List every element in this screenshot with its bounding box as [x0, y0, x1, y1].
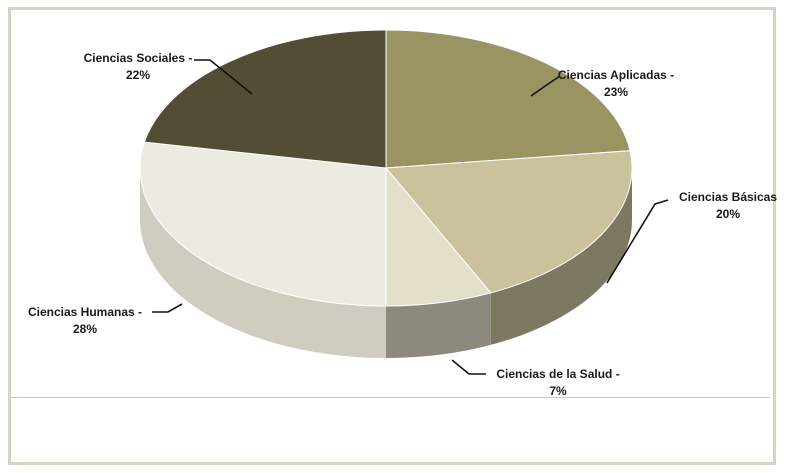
leader-line-ciencias-de-la-salud	[452, 360, 486, 374]
slice-value-ciencias-aplicadas: 23%	[604, 85, 628, 99]
slice-label-ciencias-aplicadas: Ciencias Aplicadas -	[558, 68, 674, 82]
slice-label-ciencias-de-la-salud: Ciencias de la Salud -	[496, 367, 619, 381]
slice-value-ciencias-humanas: 28%	[73, 322, 97, 336]
leader-line-ciencias-humanas	[152, 304, 182, 312]
slice-label-ciencias-sociales: Ciencias Sociales -	[84, 51, 193, 65]
slice-label-ciencias-basicas: Ciencias Básicas	[679, 190, 777, 204]
slice-value-ciencias-sociales: 22%	[126, 68, 150, 82]
slice-label-ciencias-humanas: Ciencias Humanas -	[28, 305, 142, 319]
slice-value-ciencias-basicas: 20%	[716, 207, 740, 221]
slice-value-ciencias-de-la-salud: 7%	[549, 384, 567, 398]
pie-slice-ciencias-aplicadas	[386, 30, 630, 168]
